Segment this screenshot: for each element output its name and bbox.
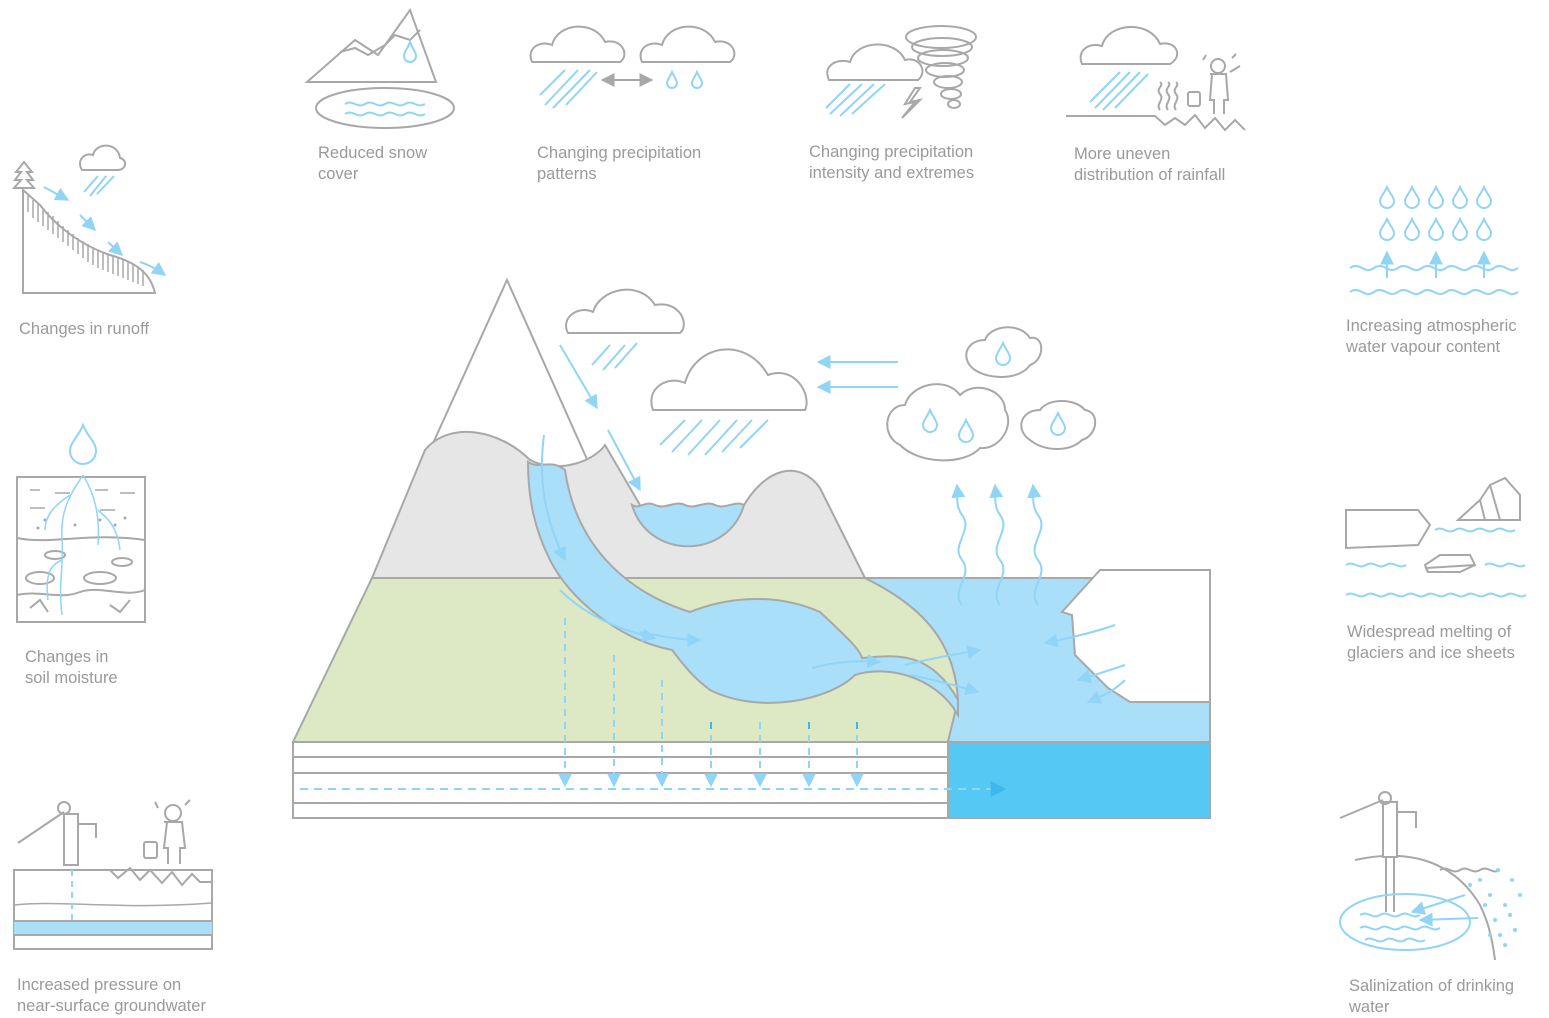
caption-rainfall-distribution: More uneven distribution of rainfall bbox=[1074, 145, 1226, 184]
ice-sheet bbox=[1060, 569, 1211, 703]
cloud-drops-3 bbox=[1020, 400, 1097, 450]
mountain-snow-icon bbox=[304, 7, 455, 129]
caption-runoff: Changes in runoff bbox=[19, 320, 149, 338]
cloud-large bbox=[650, 348, 808, 411]
pump-icon bbox=[13, 799, 213, 950]
deep-sea bbox=[947, 741, 1211, 819]
tornado-icon bbox=[825, 25, 977, 119]
caption-groundwater: Increased pressure on near-surface ground… bbox=[17, 976, 206, 1015]
ground-layers bbox=[292, 741, 949, 819]
cloud-small bbox=[565, 288, 685, 334]
cloud-drops-2 bbox=[886, 383, 1010, 462]
caption-precipitation-extremes: Changing precipitation intensity and extr… bbox=[809, 143, 975, 182]
caption-snow-cover: Reduced snow cover bbox=[318, 144, 428, 183]
rain-cloud-icon bbox=[529, 25, 736, 109]
person-bucket-icon bbox=[1066, 26, 1246, 132]
river bbox=[526, 460, 959, 719]
caption-glaciers: Widespread melting of glaciers and ice sh… bbox=[1347, 623, 1515, 662]
ice-floe-icon bbox=[1345, 476, 1527, 598]
caption-salinization: Salinization of drinking water bbox=[1349, 977, 1515, 1016]
soil-moisture-icon bbox=[16, 422, 146, 623]
vapour-icon bbox=[1349, 184, 1519, 295]
central-diagram bbox=[291, 277, 1211, 819]
caption-soil-moisture: Changes in soil moisture bbox=[25, 648, 118, 687]
caption-precipitation-patterns: Changing precipitation patterns bbox=[537, 144, 702, 183]
cloud-drops-1 bbox=[965, 326, 1043, 378]
grey-hills bbox=[370, 430, 867, 579]
salinization-icon bbox=[1339, 791, 1522, 961]
mountain-lake bbox=[630, 502, 746, 548]
caption-water-vapour: Increasing atmospheric water vapour conte… bbox=[1346, 317, 1517, 356]
runoff-icon bbox=[11, 144, 167, 294]
